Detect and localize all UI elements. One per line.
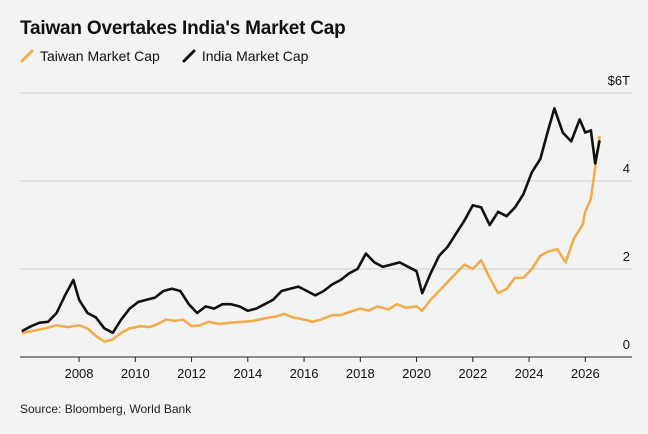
- legend: Taiwan Market Cap India Market Cap: [20, 48, 308, 64]
- x-tick-label: 2016: [290, 366, 319, 381]
- x-tick-label: 2026: [571, 366, 600, 381]
- source-note: Source: Bloomberg, World Bank: [20, 402, 192, 416]
- x-tick-label: 2012: [177, 366, 206, 381]
- x-tick-label: 2024: [515, 366, 544, 381]
- x-tick-label: 2022: [458, 366, 487, 381]
- y-tick-label: $6T: [608, 73, 630, 88]
- legend-item-india: India Market Cap: [182, 48, 309, 64]
- chart-title: Taiwan Overtakes India's Market Cap: [20, 18, 346, 39]
- series-line-india: [21, 107, 601, 335]
- x-tick-label: 2018: [346, 366, 375, 381]
- india-line-swatch-icon: [182, 49, 196, 63]
- taiwan-line-swatch-icon: [20, 49, 34, 63]
- y-tick-label: 4: [623, 161, 630, 176]
- x-tick-label: 2008: [65, 366, 94, 381]
- legend-label-india: India Market Cap: [201, 48, 309, 64]
- y-tick-label: 2: [623, 249, 630, 264]
- y-tick-label: 0: [623, 337, 630, 352]
- x-tick-label: 2020: [402, 366, 431, 381]
- series-line-taiwan: [21, 135, 601, 343]
- x-tick-label: 2014: [233, 366, 262, 381]
- legend-item-taiwan: Taiwan Market Cap: [20, 48, 160, 64]
- legend-label-taiwan: Taiwan Market Cap: [40, 48, 160, 64]
- x-tick-label: 2010: [121, 366, 150, 381]
